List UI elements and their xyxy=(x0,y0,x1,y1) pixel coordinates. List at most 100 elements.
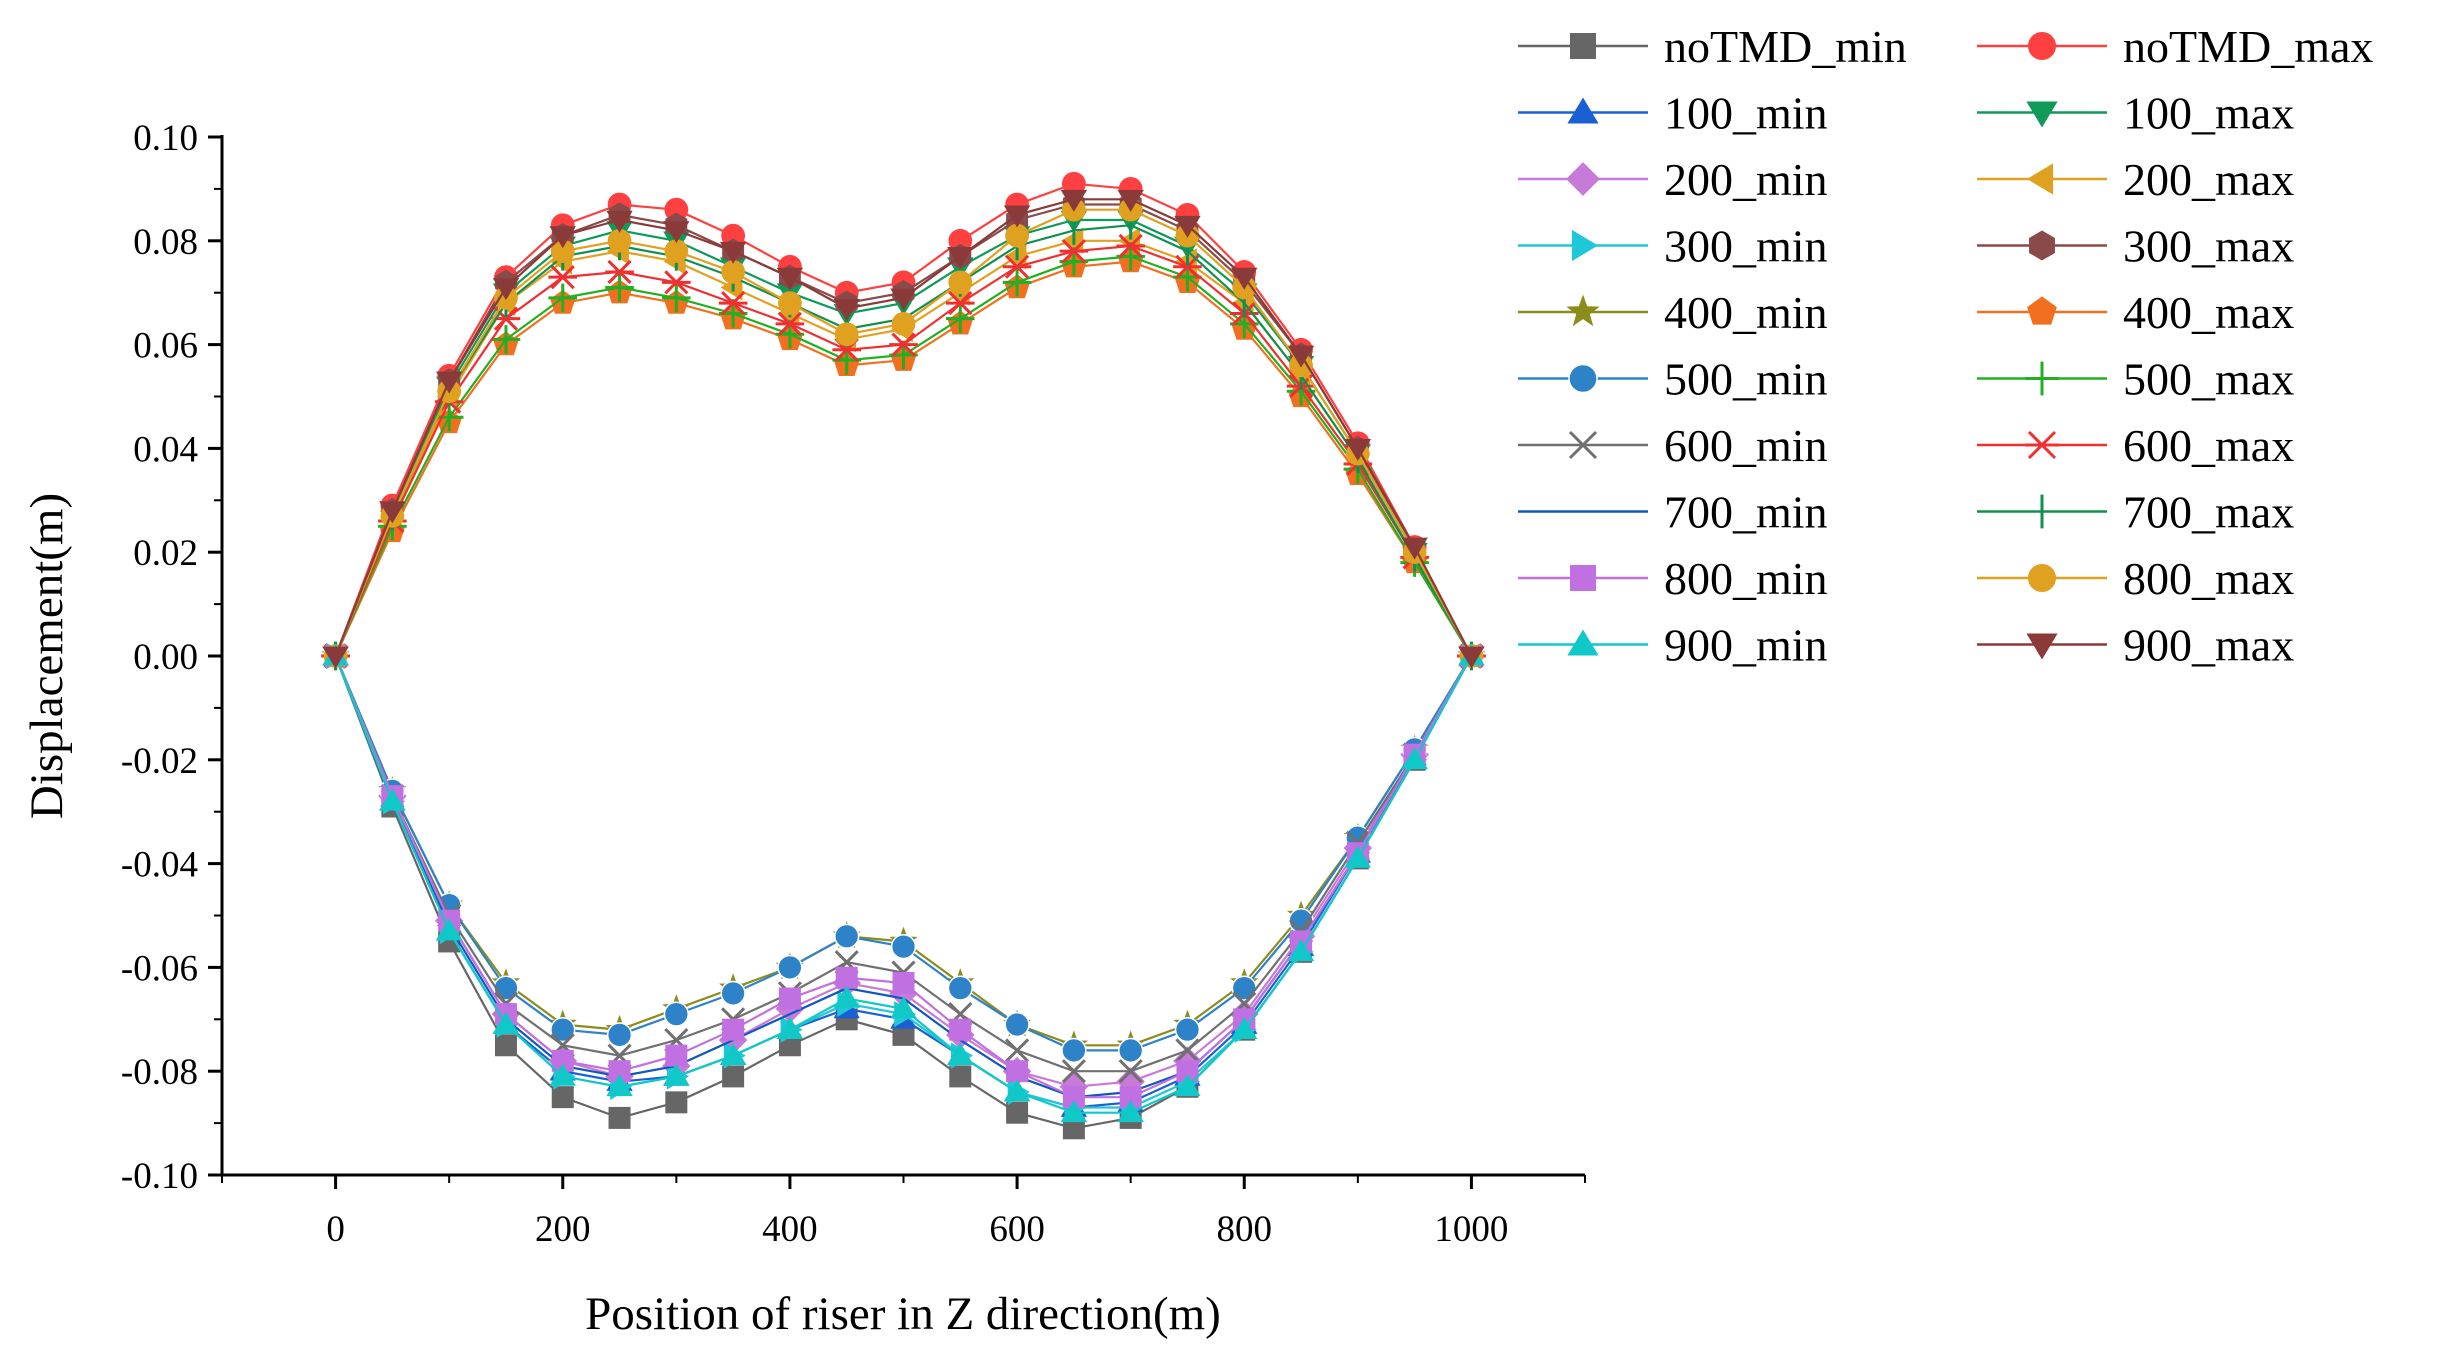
legend-entry-500_max: 500_max xyxy=(1977,354,2294,405)
data-point-800_min xyxy=(551,1049,574,1072)
x-tick-label: 200 xyxy=(535,1209,591,1250)
legend-marker xyxy=(1566,162,1600,196)
data-point-600_max xyxy=(718,291,748,316)
data-point-600_min xyxy=(1005,1038,1030,1063)
series-line-noTMD_min xyxy=(334,655,1473,1130)
data-point-600_max xyxy=(1002,254,1032,279)
x-axis-label: Position of riser in Z direction(m) xyxy=(585,1288,1221,1340)
legend-marker xyxy=(2026,633,2058,660)
data-point-900_min xyxy=(719,1042,747,1065)
data-point-500_max xyxy=(945,304,975,333)
legend-entry-800_max: 800_max xyxy=(1977,553,2294,604)
legend-label: 200_min xyxy=(1664,154,1828,205)
x-tick-label: 600 xyxy=(989,1209,1045,1250)
data-point-noTMD_max xyxy=(948,228,973,253)
data-point-800_max xyxy=(834,322,859,347)
legend-marker xyxy=(1566,294,1600,327)
data-point-600_min xyxy=(1118,1059,1143,1084)
legend-label: noTMD_max xyxy=(2123,21,2373,72)
data-point-800_min xyxy=(949,1018,972,1041)
legend-entry-400_min: 400_min xyxy=(1518,287,1828,338)
series-line-noTMD_max xyxy=(334,182,1473,657)
legend-entry-100_max: 100_max xyxy=(1977,88,2294,139)
legend-marker xyxy=(2025,361,2059,396)
data-point-800_min xyxy=(1119,1086,1142,1109)
data-point-900_max xyxy=(1287,345,1315,368)
y-tick-label: -0.02 xyxy=(121,741,198,782)
data-point-500_min xyxy=(1118,1037,1144,1064)
data-point-900_min xyxy=(549,1063,576,1086)
legend-label: 100_min xyxy=(1664,88,1828,139)
data-point-600_max xyxy=(889,332,918,357)
data-point-900_max xyxy=(890,288,917,311)
series-800_max xyxy=(323,197,1484,668)
data-point-900_min xyxy=(1060,1100,1088,1123)
legend-marker xyxy=(1567,629,1599,656)
legend-label: 600_max xyxy=(2123,420,2294,471)
data-point-500_min xyxy=(606,1022,633,1048)
legend-marker xyxy=(1571,229,1598,262)
data-point-900_max xyxy=(1060,189,1088,212)
y-tick-label: -0.06 xyxy=(121,948,198,989)
data-point-900_min xyxy=(1231,1017,1258,1040)
data-point-500_max xyxy=(548,283,578,313)
legend-entry-300_min: 300_min xyxy=(1518,221,1828,272)
data-point-800_min xyxy=(608,1060,631,1083)
legend-entry-600_min: 600_min xyxy=(1518,420,1828,471)
data-point-900_max xyxy=(833,298,860,321)
legend-marker xyxy=(1570,33,1596,59)
series-500_max xyxy=(321,242,1486,671)
data-point-900_min xyxy=(1401,747,1428,770)
plot-area xyxy=(321,171,1486,1140)
legend-marker xyxy=(1568,430,1598,460)
data-point-noTMD_min xyxy=(665,1091,688,1114)
data-point-600_max xyxy=(945,291,975,316)
data-point-800_max xyxy=(778,291,802,315)
data-point-900_min xyxy=(833,985,860,1008)
data-point-600_max xyxy=(775,311,805,336)
legend-marker xyxy=(2027,31,2057,61)
legend-label: 300_max xyxy=(2123,221,2294,272)
legend-entry-600_max: 600_max xyxy=(1977,420,2294,471)
data-point-900_max xyxy=(1003,205,1031,228)
data-point-500_min xyxy=(947,975,973,1001)
legend-entry-500_min: 500_min xyxy=(1518,354,1828,405)
data-point-800_max xyxy=(550,239,575,264)
legend-label: 500_min xyxy=(1664,354,1828,405)
data-point-600_max xyxy=(548,265,578,290)
legend-marker xyxy=(2026,101,2058,128)
data-point-900_max xyxy=(663,221,690,244)
legend-entry-noTMD_max: noTMD_max xyxy=(1977,21,2373,72)
data-point-900_min xyxy=(1287,939,1315,962)
legend-label: 800_max xyxy=(2123,553,2294,604)
data-point-noTMD_max xyxy=(1061,171,1086,196)
data-point-900_max xyxy=(549,226,576,249)
legend-label: 500_max xyxy=(2123,354,2294,405)
legend-entry-900_min: 900_min xyxy=(1518,620,1828,671)
data-point-900_min xyxy=(1117,1100,1144,1123)
data-point-800_max xyxy=(664,239,689,264)
legend-entry-200_max: 200_max xyxy=(1977,154,2294,205)
data-point-800_min xyxy=(835,966,858,989)
legend-marker xyxy=(2025,430,2059,460)
legend-entry-100_min: 100_min xyxy=(1518,88,1828,139)
data-point-500_min xyxy=(1061,1037,1087,1064)
data-point-500_max xyxy=(605,273,634,302)
data-point-500_max xyxy=(491,325,521,354)
legend-label: 400_min xyxy=(1664,287,1828,338)
series-noTMD_max xyxy=(323,171,1484,668)
legend-entry-200_min: 200_min xyxy=(1518,154,1828,205)
data-point-800_min xyxy=(778,987,801,1010)
legend-marker xyxy=(2029,230,2055,261)
data-point-500_min xyxy=(663,1001,689,1027)
x-tick-label: 0 xyxy=(326,1209,345,1250)
y-tick-label: 0.02 xyxy=(133,533,198,574)
legend-label: 800_min xyxy=(1664,553,1828,604)
data-point-noTMD_min xyxy=(494,1034,517,1057)
data-point-noTMD_min xyxy=(892,1023,915,1046)
data-point-900_max xyxy=(435,371,463,394)
data-point-noTMD_min xyxy=(551,1086,574,1109)
legend-entry-noTMD_min: noTMD_min xyxy=(1518,21,1907,72)
data-point-600_max xyxy=(1173,254,1202,279)
